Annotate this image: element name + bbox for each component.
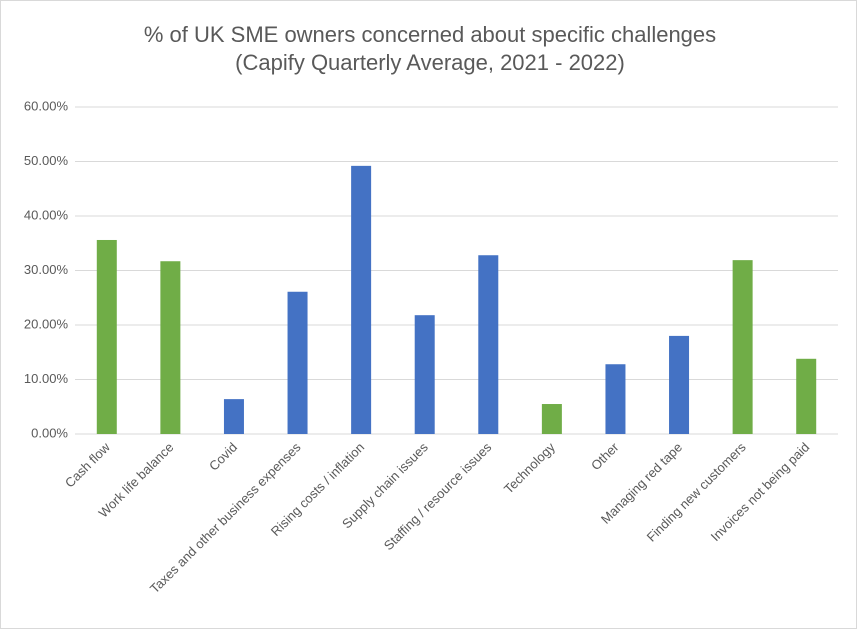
y-tick-label: 10.00% — [24, 371, 69, 386]
y-tick-label: 20.00% — [24, 316, 69, 331]
y-tick-label: 60.00% — [24, 98, 69, 113]
bar — [287, 291, 308, 434]
y-tick-label: 30.00% — [24, 262, 69, 277]
bar — [732, 260, 753, 434]
bar — [478, 255, 499, 434]
bar — [223, 399, 244, 434]
chart-title: % of UK SME owners concerned about speci… — [144, 22, 716, 47]
y-tick-label: 50.00% — [24, 153, 69, 168]
bar — [96, 239, 117, 434]
y-tick-label: 40.00% — [24, 207, 69, 222]
bar — [541, 404, 562, 434]
bar — [414, 315, 435, 434]
bar — [796, 358, 817, 434]
y-tick-label: 0.00% — [31, 425, 68, 440]
bar — [160, 261, 181, 434]
bar — [351, 165, 372, 435]
chart-subtitle: (Capify Quarterly Average, 2021 - 2022) — [235, 50, 625, 75]
bar — [669, 335, 690, 434]
bar — [605, 364, 626, 434]
